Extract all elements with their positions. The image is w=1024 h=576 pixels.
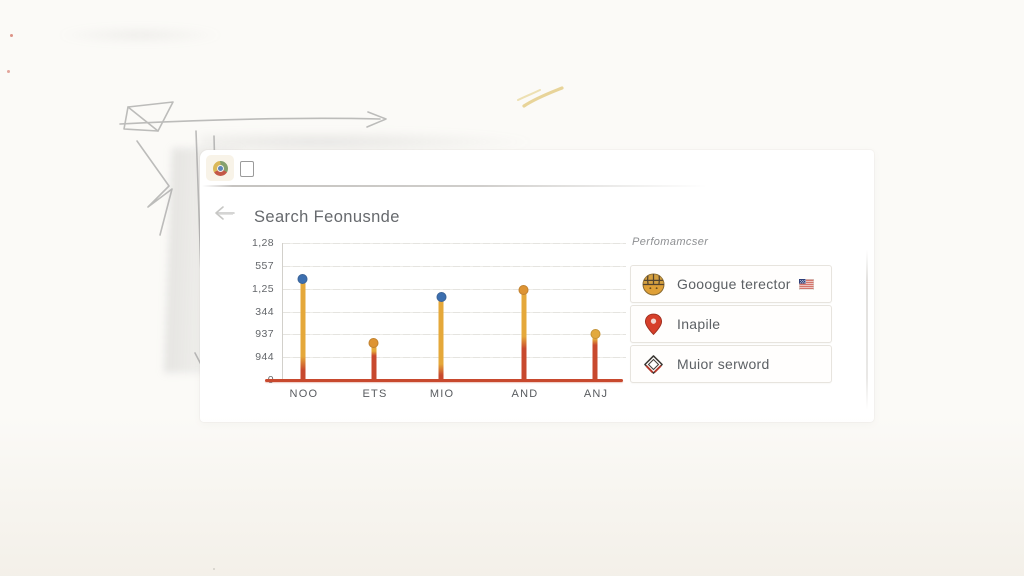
chart-bar-noo[interactable] [297, 274, 308, 380]
yellow-pencil-stroke [522, 86, 564, 108]
x-axis-tick-label: NOO [289, 388, 319, 400]
panel-item-label: Muior serword [677, 356, 770, 372]
chart-bar-and[interactable] [518, 285, 529, 380]
pencil-arrow-right-head [366, 111, 387, 128]
chart-bar-dot [518, 285, 529, 296]
y-axis-tick-label: 344 [255, 305, 274, 318]
chrome-icon[interactable] [213, 161, 228, 176]
gridline [283, 243, 626, 244]
panel-item-label: Gooogue terector [677, 276, 791, 292]
us-flag-icon [798, 278, 814, 290]
pencil-smudge-top [55, 26, 225, 44]
x-axis-tick-label: ETS [362, 388, 388, 400]
gridline [283, 288, 626, 290]
panel-item-muior-serword[interactable]: Muior serword [630, 345, 832, 383]
chart-bar-dot [436, 292, 447, 302]
y-axis-tick-label: 557 [255, 259, 274, 272]
y-axis-tick-label: 1,25 [251, 282, 274, 295]
x-axis-tick-label: MIO [429, 388, 455, 400]
pencil-flag-diagonal [127, 106, 159, 132]
chart-bar-dot [297, 274, 308, 285]
panel-item-inapile[interactable]: Inapile [630, 305, 832, 343]
panel-header: Perfomamcser [632, 236, 709, 248]
gridline [283, 311, 626, 313]
chart-bar-dot [590, 328, 601, 339]
y-axis-tick-label: 944 [255, 351, 274, 364]
paper-speck [10, 34, 13, 37]
gridline [283, 334, 626, 336]
x-axis-tick-label: AND [511, 388, 539, 400]
globe-icon [641, 273, 665, 296]
side-panel: Perfomamcser [630, 236, 836, 383]
pencil-zigzag [136, 140, 173, 236]
gridline [283, 357, 626, 359]
scrollbar[interactable] [866, 250, 868, 410]
pencil-arrow-right-shaft [119, 117, 381, 125]
panel-item-google-detector[interactable]: Gooogue terector [630, 265, 832, 303]
map-pin-icon [641, 313, 665, 336]
chart-plot-area [282, 243, 626, 380]
chart-bar-dot [368, 338, 379, 349]
chart-baseline [265, 379, 623, 382]
y-axis-tick-label: 1,28 [251, 237, 274, 249]
paper-speck [7, 70, 10, 73]
panel-item-label: Inapile [677, 316, 721, 332]
diamond-icon [641, 354, 665, 375]
chart-bar-mio[interactable] [436, 292, 447, 380]
paper-shade [0, 415, 1024, 576]
gridline [283, 265, 626, 267]
yellow-pencil-stroke [517, 89, 541, 101]
new-tab-icon[interactable] [240, 161, 254, 177]
pencil-flag-shape [123, 101, 174, 132]
page-title: Search Feonusnde [254, 208, 400, 226]
chart-bar-ets[interactable] [368, 338, 379, 380]
chart-bar-anj[interactable] [590, 328, 601, 380]
tab-bar-divider [202, 185, 707, 187]
x-axis-labels: NOO ETS MIO AND ANJ [282, 388, 619, 408]
back-arrow-icon[interactable] [210, 202, 236, 224]
x-axis-tick-label: ANJ [583, 388, 609, 400]
browser-tab-bar [200, 150, 874, 187]
y-axis-tick-label: 937 [255, 328, 274, 341]
